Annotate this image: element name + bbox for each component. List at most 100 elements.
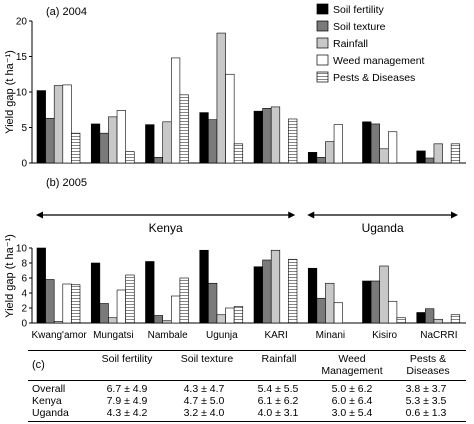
legend-swatch (316, 54, 329, 66)
legend-item-pests-diseases: Pests & Diseases (316, 71, 415, 84)
panel-a-bar-ugunja-soil-texture (208, 119, 218, 164)
panel-a-bar-kari-soil-texture (262, 108, 272, 164)
panel-b-bar-nambale-weed-management (171, 295, 181, 324)
panel-a-bar-minani-soil-texture (316, 157, 326, 164)
category-label-nambale: Nambale (148, 330, 188, 341)
panel-a-bar-kari-pests-diseases (288, 118, 298, 164)
panel-b-bar-nacrri-rainfall (433, 318, 443, 324)
cell-kenya-rainfall: 6.1 ± 6.2 (257, 395, 299, 407)
panel-b-bar-kwang-amor-soil-texture (45, 279, 55, 324)
panel-b-bar-minani-soil-texture (316, 297, 326, 324)
panel-b-bar-mungatsi-pests-diseases (125, 274, 135, 324)
panel-b-bar-kisiro-soil-texture (370, 280, 381, 324)
panel-b-bar-kisiro-weed-management (387, 300, 398, 324)
legend-label: Soil texture (333, 21, 386, 33)
panel-b-bar-minani-rainfall (325, 282, 335, 324)
category-label-ugunja: Ugunja (206, 330, 238, 341)
category-label-minani: Minani (316, 330, 345, 341)
panel-b-bar-minani-weed-management (333, 302, 343, 324)
panel-a-y-tick-label: 10 (16, 88, 28, 99)
panel-b-bar-nambale-soil-texture (153, 315, 164, 324)
panel-b-y-tick-label: 8 (21, 259, 27, 270)
legend-item-weed-management: Weed management (316, 54, 425, 67)
panel-b-bar-nambale-pests-diseases (179, 277, 189, 324)
table-bottom-rule (28, 421, 466, 422)
panel-b-bar-mungatsi-rainfall (108, 317, 118, 324)
panel-b-bar-ugunja-rainfall (216, 314, 226, 324)
panel-b-y-tick-label: 0 (21, 319, 27, 330)
table-top-rule (28, 350, 466, 351)
panel-a-bar-ugunja-soil-fertility (199, 112, 209, 164)
panel-a-y-tick-label: 5 (21, 123, 27, 134)
panel-a-bar-mungatsi-soil-fertility (90, 123, 101, 164)
panel-a-bar-kisiro-soil-texture (370, 123, 381, 164)
panel-a-bar-kwang-amor-rainfall (53, 85, 64, 164)
panel-b-bar-nacrri-soil-fertility (416, 312, 426, 324)
panel-a-bar-nacrri-pests-diseases (450, 143, 461, 164)
panel-a-bar-ugunja-weed-management (225, 73, 235, 164)
panel-b-bar-kari-soil-fertility (253, 266, 263, 324)
legend-label: Soil fertility (333, 4, 385, 16)
panel-a-bar-kisiro-weed-management (387, 131, 398, 164)
panel-a-bar-ugunja-rainfall (216, 32, 226, 164)
panel-a-bar-nacrri-rainfall (433, 143, 443, 164)
panel-b-bar-nacrri-soil-texture (425, 308, 435, 324)
panel-a-bar-kisiro-soil-fertility (362, 121, 372, 164)
region-label-kenya: Kenya (149, 221, 183, 235)
legend-item-soil-texture: Soil texture (316, 20, 386, 33)
cell-kenya-pests-diseases: 5.3 ± 3.5 (405, 395, 447, 407)
cell-overall-soil-texture: 4.3 ± 4.7 (183, 383, 225, 395)
panel-a-bar-minani-weed-management (333, 124, 343, 164)
panel-a-bar-mungatsi-weed-management (116, 110, 126, 164)
panel-2005: (b) 2005 Yield gap (t ha⁻¹) 0 2 4 6 8 10 Keny… (4, 177, 466, 341)
panel-b-bar-kisiro-rainfall (379, 265, 389, 324)
panel-b-y-tick-label: 6 (21, 274, 27, 285)
panel-a-bar-nambale-rainfall (162, 121, 172, 164)
region-annotation-kenya: Kenya (36, 211, 296, 235)
panel-a-bar-kari-soil-fertility (253, 110, 263, 164)
panel-a-bar-mungatsi-pests-diseases (125, 151, 135, 164)
panel-a-bar-kisiro-rainfall (379, 148, 389, 164)
panel-b-y-axis-label: Yield gap (t ha⁻¹) (4, 234, 16, 318)
panel-a-bar-nambale-soil-texture (153, 157, 164, 164)
category-label-nacrri: NaCRRI (420, 330, 457, 341)
panel-b-y-tick-label: 2 (21, 304, 27, 315)
panel-a-bar-kwang-amor-pests-diseases (71, 132, 81, 164)
panel-b-bar-minani-soil-fertility (307, 267, 318, 324)
panel-b-bar-ugunja-soil-fertility (199, 249, 209, 324)
panel-b-bar-kwang-amor-rainfall (53, 321, 64, 324)
legend-swatch (316, 3, 329, 15)
category-label-kari: KARI (264, 330, 287, 341)
panel-a-label: (a) 2004 (46, 6, 87, 18)
cell-overall-soil-fertility: 6.7 ± 4.9 (106, 383, 148, 395)
panel-b-bar-kisiro-soil-fertility (362, 280, 372, 324)
panel-a-bar-minani-soil-fertility (307, 152, 318, 164)
row-label-kenya: Kenya (32, 395, 62, 407)
col-header-soil-fertility: Soil fertility (101, 353, 153, 365)
category-label-kwang-amor: Kwang'amor (31, 330, 87, 341)
col-header-soil-texture: Soil texture (180, 353, 234, 365)
legend-label: Weed management (333, 55, 425, 67)
legend-label: Rainfall (333, 38, 368, 50)
panel-b-bar-mungatsi-weed-management (116, 289, 126, 324)
panel-2004: (a) 2004 Yield gap (t ha⁻¹) 0 5 10 15 20 (4, 6, 466, 170)
panel-b-y-tick-label: 10 (16, 244, 28, 255)
panel-a-bar-mungatsi-soil-texture (99, 132, 109, 164)
cell-kenya-weed-management: 6.0 ± 6.4 (331, 395, 373, 407)
panel-a-bar-mungatsi-rainfall (108, 116, 118, 164)
panel-a-bar-nacrri-soil-fertility (416, 150, 426, 164)
panel-b-y-tick-label: 4 (21, 289, 27, 300)
cell-kenya-soil-texture: 4.7 ± 5.0 (183, 395, 225, 407)
arrowhead-left-icon (307, 211, 315, 219)
col-header-pests-diseases: Pests & Diseases (406, 353, 450, 377)
panel-a-y-axis-label: Yield gap (t ha⁻¹) (4, 50, 16, 134)
legend-swatch (316, 71, 329, 83)
row-label-overall: Overall (32, 383, 66, 395)
panel-a-bar-nambale-soil-fertility (145, 124, 155, 164)
panel-a-bar-kari-rainfall (270, 106, 281, 164)
panel-b-bar-kwang-amor-soil-fertility (36, 247, 46, 324)
legend-item-soil-fertility: Soil fertility (316, 3, 385, 16)
region-label-uganda: Uganda (362, 221, 404, 235)
arrowhead-left-icon (36, 211, 43, 219)
